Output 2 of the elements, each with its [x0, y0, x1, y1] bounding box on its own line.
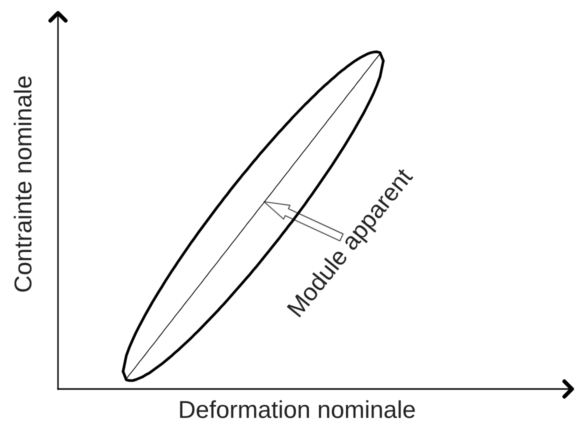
y-axis-title: Contrainte nominale — [14, 76, 32, 292]
x-axis-title: Deformation nominale — [180, 400, 415, 418]
